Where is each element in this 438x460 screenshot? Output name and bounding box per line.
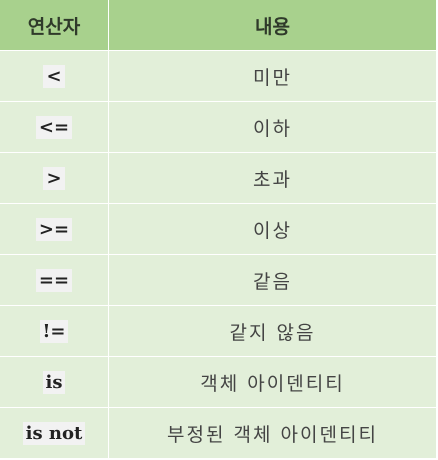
- description-cell: 같음: [109, 255, 437, 306]
- description-cell: 같지 않음: [109, 306, 437, 357]
- description-cell: 이하: [109, 102, 437, 153]
- table-row: > 초과: [0, 153, 437, 204]
- table-row: is not 부정된 객체 아이덴티티: [0, 408, 437, 459]
- table-row: != 같지 않음: [0, 306, 437, 357]
- operator-cell: >: [0, 153, 109, 204]
- description-cell: 미만: [109, 51, 437, 102]
- operator-cell: !=: [0, 306, 109, 357]
- operator-code: <=: [35, 115, 73, 139]
- header-operator: 연산자: [0, 0, 109, 51]
- operator-code: is: [42, 370, 66, 394]
- table-row: < 미만: [0, 51, 437, 102]
- description-cell: 초과: [109, 153, 437, 204]
- description-cell: 부정된 객체 아이덴티티: [109, 408, 437, 459]
- header-content: 내용: [109, 0, 437, 51]
- description-cell: 객체 아이덴티티: [109, 357, 437, 408]
- header-row: 연산자 내용: [0, 0, 437, 51]
- table-row: >= 이상: [0, 204, 437, 255]
- table-row: <= 이하: [0, 102, 437, 153]
- operator-code: ==: [35, 268, 73, 292]
- operator-cell: is not: [0, 408, 109, 459]
- operator-code: <: [43, 64, 65, 88]
- operator-cell: >=: [0, 204, 109, 255]
- operator-code: !=: [39, 319, 69, 343]
- description-cell: 이상: [109, 204, 437, 255]
- operator-cell: <=: [0, 102, 109, 153]
- operator-cell: ==: [0, 255, 109, 306]
- operator-code: >=: [35, 217, 73, 241]
- table-row: == 같음: [0, 255, 437, 306]
- operator-cell: <: [0, 51, 109, 102]
- table-row: is 객체 아이덴티티: [0, 357, 437, 408]
- operator-code: is not: [22, 421, 86, 445]
- operator-cell: is: [0, 357, 109, 408]
- operator-code: >: [43, 166, 65, 190]
